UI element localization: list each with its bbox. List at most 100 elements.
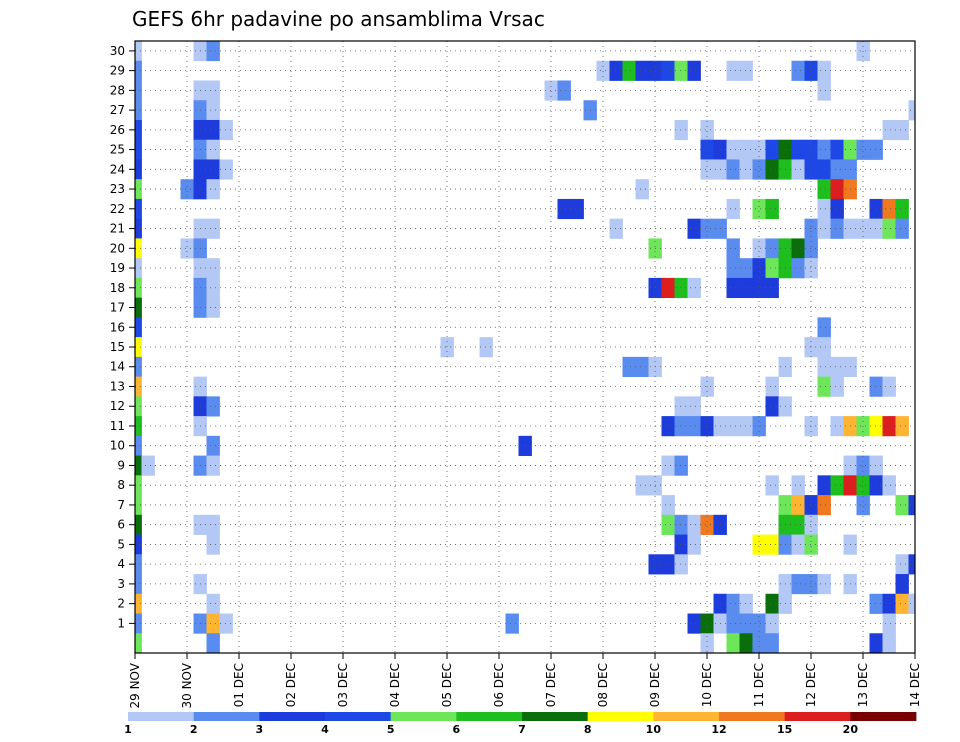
heatmap-cell bbox=[135, 495, 142, 516]
heatmap-cell bbox=[700, 514, 714, 535]
colorbar-swatch bbox=[193, 712, 260, 721]
colorbar-label: 2 bbox=[190, 723, 198, 736]
heatmap-cell bbox=[830, 376, 844, 397]
heatmap-cell bbox=[700, 218, 714, 239]
heatmap-cell bbox=[135, 593, 142, 614]
heatmap-cell bbox=[687, 277, 701, 299]
heatmap-cell bbox=[791, 574, 805, 595]
heatmap-cell bbox=[135, 574, 142, 595]
heatmap-cell bbox=[135, 514, 142, 535]
x-axis-ticks: 29 NOV 30 NOV 01 DEC 02 DEC 03 DEC 04 DEC 05 D… bbox=[128, 653, 922, 709]
heatmap-cell bbox=[739, 613, 753, 634]
heatmap-cell bbox=[726, 60, 740, 81]
heatmap-cell bbox=[895, 554, 909, 575]
heatmap-cell bbox=[206, 593, 220, 614]
x-tick-label: 13 DEC bbox=[856, 663, 870, 707]
colorbar-label: 20 bbox=[843, 723, 859, 736]
heatmap-cell bbox=[135, 435, 142, 456]
heatmap-cell bbox=[791, 139, 805, 160]
heatmap-cell bbox=[817, 337, 831, 358]
heatmap-cell bbox=[791, 475, 805, 496]
heatmap-cell bbox=[206, 277, 220, 299]
heatmap-cell bbox=[674, 455, 688, 476]
heatmap-cell bbox=[817, 179, 831, 200]
y-tick-label: 20 bbox=[110, 241, 125, 255]
heatmap-cell bbox=[479, 337, 493, 358]
heatmap-cell bbox=[206, 633, 220, 654]
colorbar-label: 1 bbox=[124, 723, 132, 736]
x-tick-label: 12 DEC bbox=[804, 663, 818, 707]
heatmap-cell bbox=[687, 514, 701, 535]
heatmap-cell bbox=[895, 218, 909, 239]
colorbar-swatch bbox=[587, 712, 654, 721]
heatmap-cell bbox=[739, 258, 753, 279]
heatmap-cell bbox=[219, 613, 233, 634]
heatmap-cell bbox=[674, 534, 688, 555]
heatmap-cell bbox=[856, 218, 870, 239]
heatmap-cell bbox=[765, 198, 779, 220]
colorbar-label: 12 bbox=[711, 723, 726, 736]
heatmap-cell bbox=[135, 218, 142, 239]
y-tick-label: 24 bbox=[110, 162, 125, 176]
heatmap-cell bbox=[135, 376, 142, 397]
heatmap-cell bbox=[804, 159, 818, 180]
heatmap-cell bbox=[869, 376, 883, 397]
heatmap-cell bbox=[661, 60, 675, 81]
heatmap-cell bbox=[726, 277, 740, 299]
heatmap-cell bbox=[661, 416, 675, 437]
heatmap-cell bbox=[661, 495, 675, 516]
heatmap-cell bbox=[739, 139, 753, 160]
colorbar: 1 2 3 4 5 6 7 8 10 12 15 20 bbox=[124, 712, 917, 736]
x-tick-label: 29 NOV bbox=[128, 662, 142, 708]
heatmap-cell bbox=[739, 60, 753, 81]
colorbar-swatch bbox=[653, 712, 720, 721]
y-tick-label: 1 bbox=[117, 616, 125, 630]
heatmap-cell bbox=[817, 80, 831, 101]
x-tick-label: 11 DEC bbox=[752, 663, 766, 707]
heatmap-cell bbox=[908, 593, 916, 614]
heatmap-cell bbox=[817, 198, 831, 220]
heatmap-cell bbox=[804, 534, 818, 555]
heatmap-cell bbox=[804, 238, 818, 259]
heatmap-cell bbox=[687, 218, 701, 239]
heatmap-cell bbox=[765, 534, 779, 555]
heatmap-cell bbox=[726, 258, 740, 279]
y-tick-label: 2 bbox=[117, 597, 125, 611]
heatmap-cell bbox=[752, 534, 766, 555]
y-tick-label: 13 bbox=[110, 379, 125, 393]
heatmap-cell bbox=[739, 159, 753, 180]
heatmap-cell bbox=[869, 139, 883, 160]
heatmap-cell bbox=[739, 416, 753, 437]
heatmap-cell bbox=[687, 613, 701, 634]
x-tick-label: 03 DEC bbox=[336, 663, 350, 707]
x-tick-label: 01 DEC bbox=[232, 663, 246, 707]
heatmap-cell bbox=[817, 376, 831, 397]
y-tick-label: 3 bbox=[117, 577, 125, 591]
heatmap-cell bbox=[817, 60, 831, 81]
heatmap-cell bbox=[135, 356, 142, 378]
gridlines bbox=[134, 41, 916, 653]
heatmap-cell bbox=[908, 554, 916, 575]
heatmap-cell bbox=[206, 396, 220, 417]
y-tick-label: 19 bbox=[110, 261, 125, 275]
heatmap-cell bbox=[895, 593, 909, 614]
colorbar-label: 8 bbox=[584, 723, 592, 736]
heatmap-cell bbox=[596, 60, 610, 81]
heatmap-cell bbox=[206, 179, 220, 200]
heatmap-cell bbox=[135, 159, 142, 180]
heatmap-cell bbox=[135, 41, 142, 62]
heatmap-cell bbox=[752, 258, 766, 279]
y-tick-label: 26 bbox=[110, 123, 125, 137]
heatmap-cell bbox=[752, 277, 766, 299]
heatmap-cell bbox=[752, 198, 766, 220]
heatmap-cell bbox=[804, 337, 818, 358]
heatmap-cell bbox=[752, 159, 766, 180]
x-tick-label: 14 DEC bbox=[908, 663, 922, 707]
heatmap-cell bbox=[856, 495, 870, 516]
heatmap-cell bbox=[830, 159, 844, 180]
heatmap-cell bbox=[674, 119, 688, 141]
colorbar-swatch bbox=[128, 712, 195, 721]
heatmap-cell bbox=[817, 159, 831, 180]
heatmap-cell bbox=[135, 277, 142, 299]
colorbar-swatch bbox=[456, 712, 523, 721]
